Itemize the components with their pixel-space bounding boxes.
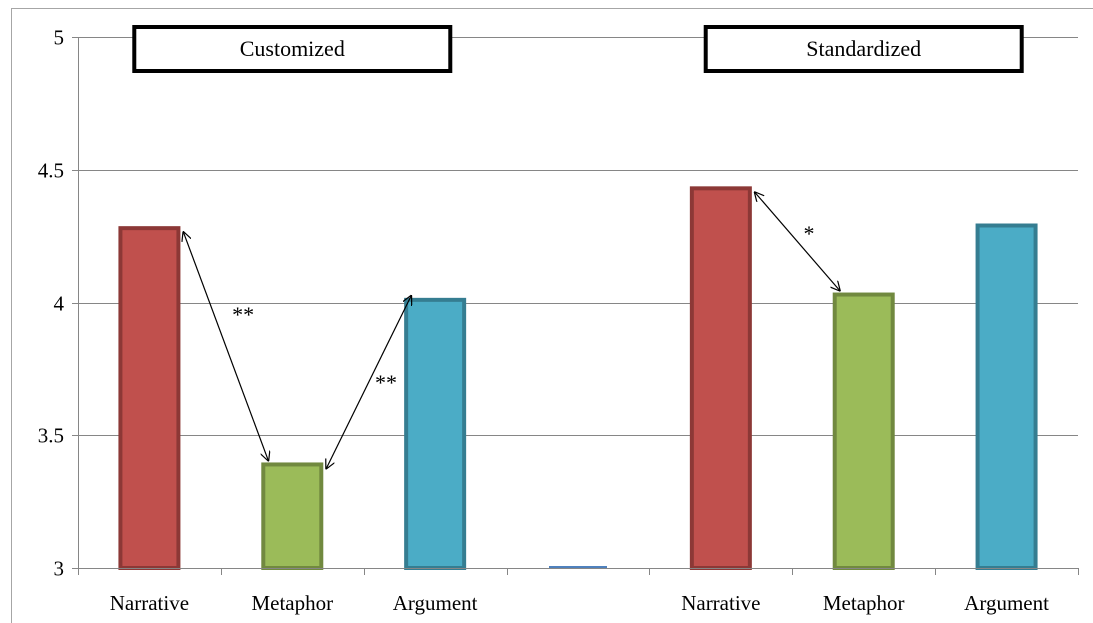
y-tick-label: 4 [54, 292, 65, 316]
significance-annotations: ***** [183, 192, 839, 468]
bar [404, 297, 467, 570]
bar [832, 292, 895, 570]
significance-arrow [183, 232, 268, 460]
x-tick-label: Metaphor [251, 591, 333, 615]
bar [975, 223, 1038, 570]
significance-label: ** [375, 370, 397, 395]
bar [118, 226, 181, 570]
x-tick-label: Narrative [110, 591, 189, 615]
x-tick-label: Argument [393, 591, 478, 615]
bar [261, 462, 324, 570]
group-title-box [703, 25, 1024, 73]
x-tick-label: Metaphor [823, 591, 905, 615]
significance-arrow [326, 296, 411, 469]
group-title-box [132, 25, 453, 73]
significance-label: * [804, 221, 815, 246]
x-axis-labels: Narrative Metaphor Argument Narrative Metaph… [110, 591, 1049, 615]
y-tick-label: 5 [54, 26, 65, 50]
y-tick-label: 3.5 [38, 424, 64, 448]
group-titles: Customized Standardized [132, 25, 1024, 73]
group-title: Customized [240, 36, 345, 61]
y-axis-ticks: 3 3.5 4 4.5 5 [38, 26, 78, 581]
bar [689, 186, 752, 571]
significance-label: ** [232, 302, 254, 327]
axes [78, 37, 1079, 575]
y-tick-label: 4.5 [38, 159, 64, 183]
x-tick-label: Argument [964, 591, 1049, 615]
bars [118, 186, 1038, 571]
x-tick-label: Narrative [681, 591, 760, 615]
group-title: Standardized [806, 36, 921, 61]
y-tick-label: 3 [54, 557, 65, 581]
significance-arrow [755, 192, 840, 290]
